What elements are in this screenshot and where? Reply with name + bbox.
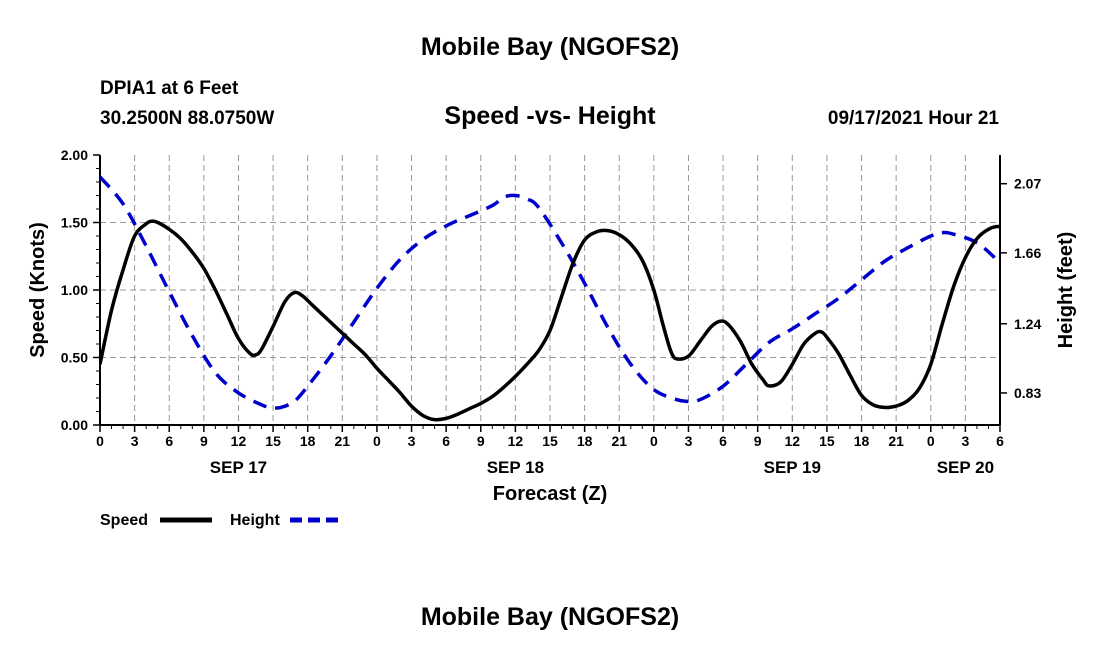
axis-ticks: 0 3 6 9 12 15 18 21 0 3 6 9 12 15 18 21 0 3 6 9 12 15 18 21 0 3 6S… [61, 147, 1042, 477]
x-day-label: SEP 19 [764, 458, 821, 477]
x-tick-label: 6 [996, 433, 1004, 449]
forecast-datetime: 09/17/2021 Hour 21 [828, 108, 1000, 129]
x-tick-label: 0 [373, 433, 381, 449]
y-left-tick-label: 0.00 [61, 417, 88, 433]
legend-speed-label: Speed [100, 512, 148, 529]
x-tick-label: 6 [165, 433, 173, 449]
x-tick-label: 21 [611, 433, 627, 449]
footer-title: Mobile Bay (NGOFS2) [421, 603, 679, 631]
x-tick-label: 21 [888, 433, 904, 449]
x-tick-label: 15 [265, 433, 281, 449]
station-label: DPIA1 at 6 Feet [100, 78, 239, 99]
x-tick-label: 0 [96, 433, 104, 449]
x-tick-label: 18 [300, 433, 316, 449]
x-tick-label: 9 [754, 433, 762, 449]
y-right-tick-label: 1.24 [1014, 316, 1041, 332]
x-tick-label: 15 [819, 433, 835, 449]
y-left-tick-label: 1.00 [61, 282, 88, 298]
x-tick-label: 12 [231, 433, 247, 449]
x-tick-label: 12 [785, 433, 801, 449]
x-day-label: SEP 17 [210, 458, 267, 477]
x-tick-label: 9 [200, 433, 208, 449]
legend-height-label: Height [230, 512, 280, 529]
x-tick-label: 21 [335, 433, 351, 449]
x-day-label: SEP 18 [487, 458, 544, 477]
y-left-tick-label: 0.50 [61, 350, 88, 366]
chart-title: Mobile Bay (NGOFS2) [421, 33, 679, 61]
x-day-label: SEP 20 [937, 458, 994, 477]
grid-lines [100, 155, 1000, 425]
legend: Speed Height [100, 512, 342, 529]
x-tick-label: 9 [477, 433, 485, 449]
x-tick-label: 0 [927, 433, 935, 449]
y-right-tick-label: 0.83 [1014, 385, 1041, 401]
y-right-tick-label: 1.66 [1014, 245, 1041, 261]
y-axis-left-label: Speed (Knots) [27, 222, 49, 358]
y-right-tick-label: 2.07 [1014, 176, 1041, 192]
x-tick-label: 3 [131, 433, 139, 449]
y-left-tick-label: 2.00 [61, 147, 88, 163]
y-left-tick-label: 1.50 [61, 215, 88, 231]
x-tick-label: 18 [854, 433, 870, 449]
x-tick-label: 3 [961, 433, 969, 449]
x-tick-label: 12 [508, 433, 524, 449]
series-line-speed [100, 219, 1000, 422]
x-tick-label: 6 [442, 433, 450, 449]
series-line-height [100, 175, 1000, 410]
chart-subtitle: Speed -vs- Height [444, 102, 656, 130]
x-tick-label: 0 [650, 433, 658, 449]
station-coords: 30.2500N 88.0750W [100, 108, 274, 129]
x-tick-label: 15 [542, 433, 558, 449]
y-axis-right-label: Height (feet) [1055, 232, 1077, 349]
series-lines [100, 175, 1000, 422]
x-tick-label: 18 [577, 433, 593, 449]
x-tick-label: 3 [408, 433, 416, 449]
x-tick-label: 6 [719, 433, 727, 449]
x-tick-label: 3 [685, 433, 693, 449]
x-axis-label: Forecast (Z) [493, 483, 607, 505]
